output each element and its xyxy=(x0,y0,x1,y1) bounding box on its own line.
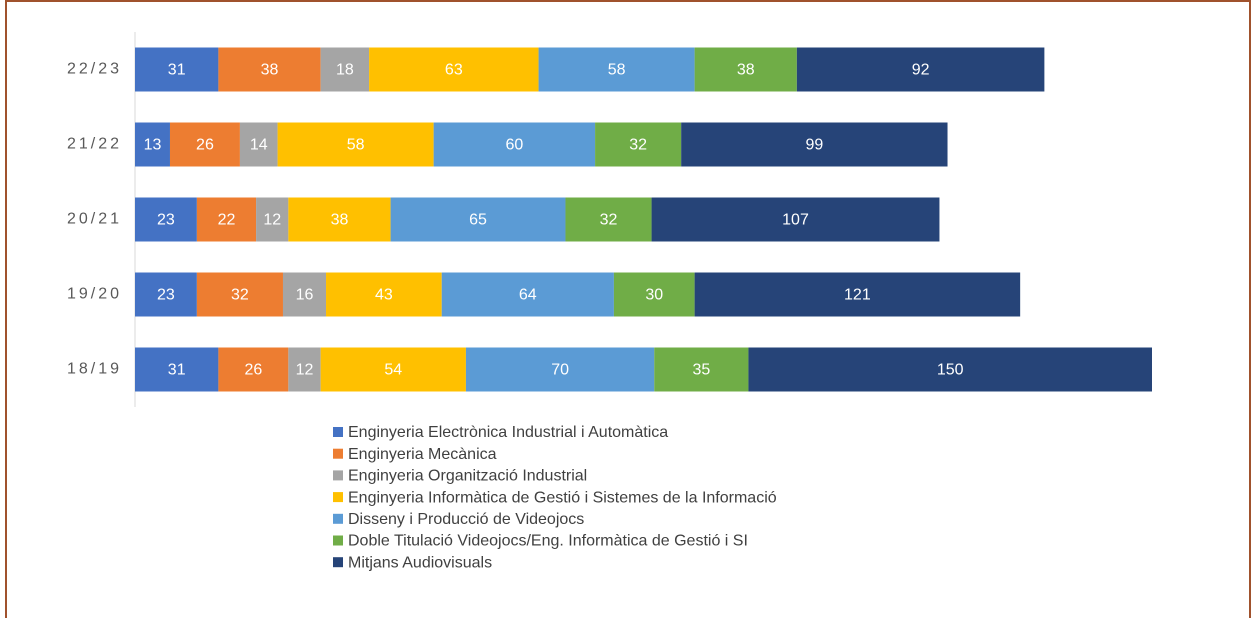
data-label: 107 xyxy=(782,212,809,229)
data-label: 32 xyxy=(629,137,647,154)
data-label: 26 xyxy=(244,362,262,379)
bar-segment xyxy=(288,347,321,392)
bar-segment xyxy=(654,347,749,392)
data-label: 70 xyxy=(551,362,569,379)
bar-segment xyxy=(135,347,219,392)
data-label: 18 xyxy=(336,62,354,79)
bar-segment xyxy=(390,197,566,242)
legend-label: Doble Titulació Videojocs/Eng. Informàti… xyxy=(348,533,748,550)
bar-segment xyxy=(433,122,596,167)
legend-swatch xyxy=(333,448,343,459)
y-tick-label: 18/19 xyxy=(67,361,122,378)
legend-swatch xyxy=(333,492,343,503)
data-label: 35 xyxy=(692,362,710,379)
bar-segment xyxy=(135,122,170,167)
data-label: 31 xyxy=(168,62,186,79)
legend-swatch xyxy=(333,557,343,568)
bar-segment xyxy=(565,197,652,242)
data-label: 92 xyxy=(912,62,930,79)
bar-segment xyxy=(595,122,682,167)
bar-segment xyxy=(135,47,219,92)
bar-segment xyxy=(694,47,797,92)
data-label: 12 xyxy=(296,362,314,379)
data-label: 43 xyxy=(375,287,393,304)
bar-segment xyxy=(239,122,278,167)
data-label: 99 xyxy=(805,137,823,154)
legend-label: Enginyeria Organització Industrial xyxy=(348,468,587,485)
bar-segment xyxy=(282,272,327,317)
legend-swatch xyxy=(333,513,343,524)
bar-segment xyxy=(288,197,391,242)
bar-segment xyxy=(196,272,283,317)
data-label: 16 xyxy=(296,287,314,304)
bar-segment xyxy=(218,347,289,392)
legend-swatch xyxy=(333,427,343,437)
data-label: 150 xyxy=(937,362,964,379)
data-label: 23 xyxy=(157,212,175,229)
y-tick-label: 21/22 xyxy=(67,136,122,153)
bar-segment xyxy=(169,122,240,167)
data-label: 23 xyxy=(157,287,175,304)
data-label: 30 xyxy=(645,287,663,304)
bar-segment xyxy=(465,347,655,392)
data-label: 65 xyxy=(469,212,487,229)
bar-segment xyxy=(326,272,442,317)
bar-segment xyxy=(369,47,539,92)
bar-segment xyxy=(135,197,197,242)
bar-segment xyxy=(538,47,695,92)
data-label: 32 xyxy=(231,287,249,304)
legend-label: Enginyeria Mecànica xyxy=(348,446,497,463)
data-label: 64 xyxy=(519,287,537,304)
legend-label: Enginyeria Electrònica Industrial i Auto… xyxy=(348,424,668,441)
bar-segment xyxy=(681,122,948,167)
y-tick-label: 20/21 xyxy=(67,211,122,228)
data-label: 32 xyxy=(600,212,618,229)
data-label: 63 xyxy=(445,62,463,79)
data-label: 38 xyxy=(331,212,349,229)
data-label: 22 xyxy=(218,212,236,229)
data-label: 54 xyxy=(384,362,402,379)
bar-segment xyxy=(135,272,197,317)
data-label: 12 xyxy=(263,212,281,229)
bar-segment xyxy=(613,272,695,317)
data-label: 60 xyxy=(505,137,523,154)
bar-segment xyxy=(441,272,614,317)
data-label: 26 xyxy=(196,137,214,154)
bar-segment xyxy=(218,47,321,92)
legend-swatch xyxy=(333,535,343,546)
bar-segment xyxy=(196,197,257,242)
data-label: 58 xyxy=(608,62,626,79)
legend-label: Disseny i Producció de Videojocs xyxy=(348,511,584,528)
data-label: 38 xyxy=(737,62,755,79)
data-label: 58 xyxy=(347,137,365,154)
data-label: 38 xyxy=(261,62,279,79)
legend-swatch xyxy=(333,470,343,481)
data-label: 121 xyxy=(844,287,871,304)
y-tick-label: 19/20 xyxy=(67,286,122,303)
bar-segment xyxy=(277,122,434,167)
bar-segment xyxy=(694,272,1021,317)
bar-segment xyxy=(256,197,289,242)
data-label: 14 xyxy=(250,137,268,154)
bar-segment xyxy=(796,47,1045,92)
bar-segment xyxy=(320,347,466,392)
data-label: 13 xyxy=(144,137,162,154)
data-label: 31 xyxy=(168,362,186,379)
bar-segment xyxy=(651,197,940,242)
bar-segment xyxy=(320,47,370,92)
legend-label: Enginyeria Informàtica de Gestió i Siste… xyxy=(348,489,777,506)
y-tick-label: 22/23 xyxy=(67,61,122,78)
legend-label: Mitjans Audiovisuals xyxy=(348,554,492,571)
bar-segment xyxy=(748,347,1152,392)
